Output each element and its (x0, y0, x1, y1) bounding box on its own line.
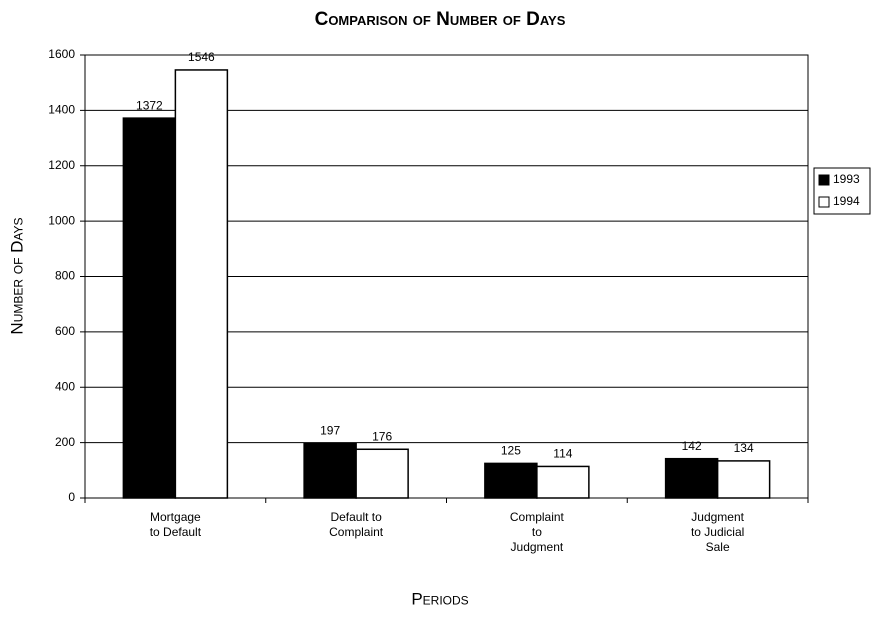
legend-swatch (818, 196, 830, 208)
y-tick-label: 1400 (48, 103, 75, 117)
value-label: 142 (682, 439, 702, 453)
bar (355, 448, 409, 499)
value-label: 197 (320, 424, 340, 438)
value-label: 1372 (136, 98, 163, 112)
y-tick-label: 400 (55, 379, 75, 393)
bar (122, 117, 177, 499)
x-tick-label: Mortgage to Default (150, 510, 202, 539)
chart-title: Comparison of Number of Days (315, 9, 566, 30)
x-axis-title: Periods (411, 589, 468, 608)
y-axis-title: Number of Days (7, 217, 26, 334)
value-label: 176 (372, 429, 392, 443)
x-tick-label: Complaint to Judgment (510, 510, 565, 554)
bar (174, 69, 229, 499)
value-label: 134 (734, 441, 754, 455)
legend-label: 1993 (833, 172, 860, 186)
bar (484, 462, 538, 499)
y-tick-label: 800 (55, 269, 75, 283)
x-tick-label: Judgment to Judicial Sale (691, 510, 745, 554)
y-tick-label: 1000 (48, 213, 75, 227)
value-label: 125 (501, 444, 521, 458)
legend-swatch (818, 174, 830, 186)
value-label: 1546 (188, 50, 215, 64)
y-tick-label: 200 (55, 435, 75, 449)
bar (303, 442, 357, 499)
y-tick-label: 0 (68, 490, 75, 504)
legend-label: 1994 (833, 194, 860, 208)
y-tick-label: 1600 (48, 47, 75, 61)
bar (716, 460, 771, 499)
y-tick-label: 600 (55, 324, 75, 338)
value-label: 114 (553, 447, 572, 461)
bar (664, 457, 719, 499)
bar (536, 465, 590, 499)
x-tick-label: Default to Complaint (329, 510, 384, 539)
y-tick-label: 1200 (48, 158, 75, 172)
